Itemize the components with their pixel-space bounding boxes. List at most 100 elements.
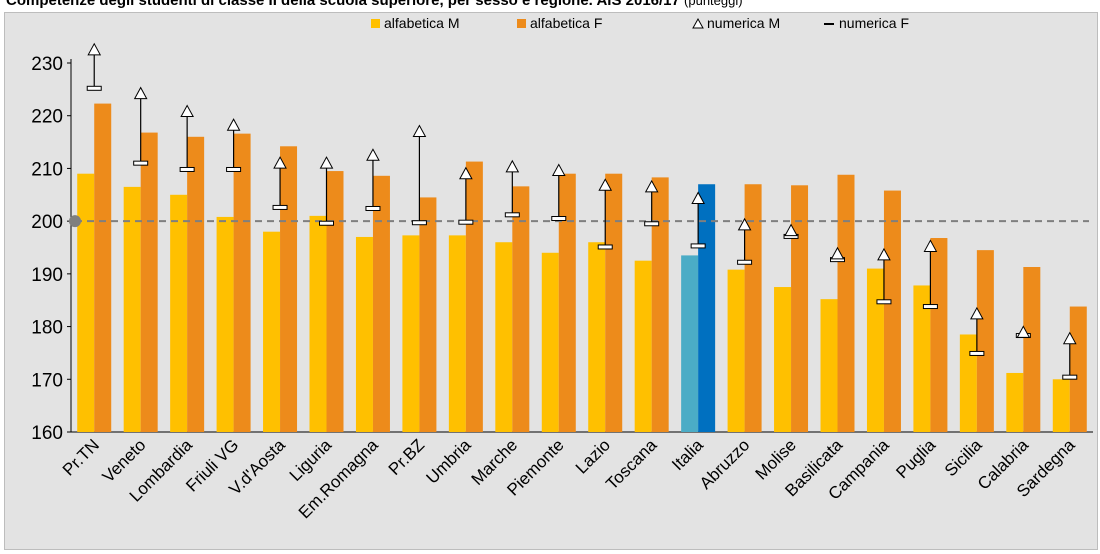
whiskers (86, 42, 1078, 380)
y-tick-label: 200 (31, 212, 63, 233)
bar-alfabetica-m (774, 287, 792, 432)
x-tick-label: Umbria (423, 435, 476, 488)
bar-alfabetica-m (866, 268, 884, 432)
triangle-marker-numerica-m (226, 118, 241, 131)
bar-alfabetica-f (419, 197, 437, 432)
bar-chart: alfabetica M alfabetica F numerica M num… (31, 15, 1093, 522)
bar-alfabetica-m (170, 194, 188, 432)
dash-marker-numerica-f (133, 160, 149, 166)
bar-alfabetica-f (512, 186, 530, 432)
y-tick-label: 160 (31, 423, 63, 444)
bar-alfabetica-f (465, 161, 483, 432)
legend-item-numerica-m: numerica M (692, 15, 780, 31)
triangle-marker-numerica-m (737, 217, 752, 231)
bar-alfabetica-f (372, 175, 390, 432)
bar-alfabetica-m (263, 231, 281, 432)
triangle-marker-numerica-m (133, 86, 148, 100)
bar-alfabetica-m (77, 173, 95, 432)
legend-label-numerica-m: numerica M (707, 15, 780, 31)
bar-alfabetica-f (605, 173, 623, 432)
triangle-marker-numerica-m (877, 247, 891, 261)
x-tick-label: Puglia (892, 435, 939, 482)
chart-area: alfabetica M alfabetica F numerica M num… (4, 12, 1098, 550)
x-tick-label: Lazio (572, 435, 614, 477)
triangle-marker-numerica-m (412, 124, 427, 138)
reference-dot (69, 215, 81, 228)
legend: alfabetica M alfabetica F numerica M num… (371, 15, 909, 31)
bar-alfabetica-f (94, 103, 112, 432)
x-tick-label: Toscana (602, 435, 661, 494)
bar-alfabetica-m (588, 242, 606, 432)
legend-item-alfabetica-m: alfabetica M (371, 15, 459, 31)
bars (77, 103, 1087, 433)
bar-alfabetica-f (233, 133, 251, 432)
bar-alfabetica-f (140, 132, 158, 432)
triangle-marker-numerica-m (691, 191, 705, 204)
triangle-marker-numerica-m (366, 148, 380, 161)
triangle-marker-numerica-m (784, 223, 798, 237)
bar-alfabetica-f (930, 238, 948, 432)
triangle-marker-numerica-m (830, 246, 845, 260)
dash-marker-numerica-f (1062, 374, 1078, 380)
bar-alfabetica-m (959, 334, 977, 432)
legend-item-numerica-f: numerica F (824, 15, 909, 31)
triangle-marker-numerica-m (644, 179, 659, 193)
triangle-marker-numerica-m (180, 104, 194, 117)
legend-swatch-alfabetica-f (517, 19, 526, 28)
triangle-marker-numerica-m (87, 42, 102, 56)
bar-alfabetica-f (1069, 306, 1087, 432)
dash-marker-numerica-f (365, 205, 381, 211)
dash-marker-numerica-f (86, 85, 102, 91)
bar-alfabetica-f (1023, 267, 1041, 432)
dash-marker-numerica-f (319, 220, 334, 226)
triangle-marker-numerica-m (923, 239, 938, 252)
dash-marker-numerica-f (551, 216, 567, 222)
dash-marker-numerica-f (737, 259, 753, 265)
bar-alfabetica-f (791, 185, 809, 432)
y-tick-label: 180 (31, 318, 63, 339)
bar-alfabetica-m (634, 260, 652, 432)
x-tick-label: Pr.BZ (385, 435, 428, 478)
bar-alfabetica-f (558, 173, 576, 432)
x-tick-label: Pr.TN (59, 435, 103, 479)
chart-title: Competenze degli studenti di classe II d… (6, 0, 1096, 11)
bar-alfabetica-f (976, 250, 994, 432)
bar-alfabetica-m (1052, 379, 1070, 432)
bar-alfabetica-m (913, 285, 931, 432)
bar-alfabetica-m (123, 186, 141, 432)
chart-title-text: Competenze degli studenti di classe II d… (6, 0, 680, 9)
dash-marker-numerica-f (876, 299, 892, 305)
dash-marker-numerica-f (226, 166, 242, 172)
bar-alfabetica-m (820, 299, 838, 432)
dash-marker-numerica-f (690, 243, 706, 249)
y-tick-label: 170 (31, 370, 63, 391)
triangle-marker-numerica-m (551, 163, 566, 177)
bar-alfabetica-m (448, 235, 466, 432)
bar-alfabetica-m (727, 269, 745, 432)
y-tick-label: 210 (31, 159, 63, 180)
dash-marker-numerica-f (644, 221, 660, 227)
triangle-marker-numerica-m (598, 178, 613, 191)
legend-swatch-alfabetica-m (371, 19, 380, 28)
bar-alfabetica-f (326, 171, 344, 433)
y-tick-label: 220 (31, 107, 63, 128)
x-tick-label: Italia (668, 435, 707, 474)
dash-marker-numerica-f (272, 204, 288, 210)
chart-title-units: (punteggi) (684, 0, 743, 8)
legend-item-alfabetica-f: alfabetica F (517, 15, 602, 31)
bar-alfabetica-f (651, 177, 669, 432)
bar-alfabetica-m (216, 216, 234, 432)
triangle-marker-numerica-m (319, 156, 334, 169)
bar-alfabetica-f (837, 174, 855, 433)
dash-marker-numerica-f (969, 350, 985, 356)
triangle-marker-numerica-m (970, 306, 984, 320)
bar-alfabetica-f (744, 184, 762, 432)
legend-label-alfabetica-m: alfabetica M (384, 15, 459, 31)
y-tick-label: 190 (31, 265, 63, 286)
triangle-marker-numerica-m (505, 159, 520, 173)
legend-triangle-icon (692, 17, 704, 29)
bar-alfabetica-m (1006, 372, 1024, 432)
dash-marker-numerica-f (597, 244, 613, 250)
dash-marker-numerica-f (922, 304, 938, 310)
